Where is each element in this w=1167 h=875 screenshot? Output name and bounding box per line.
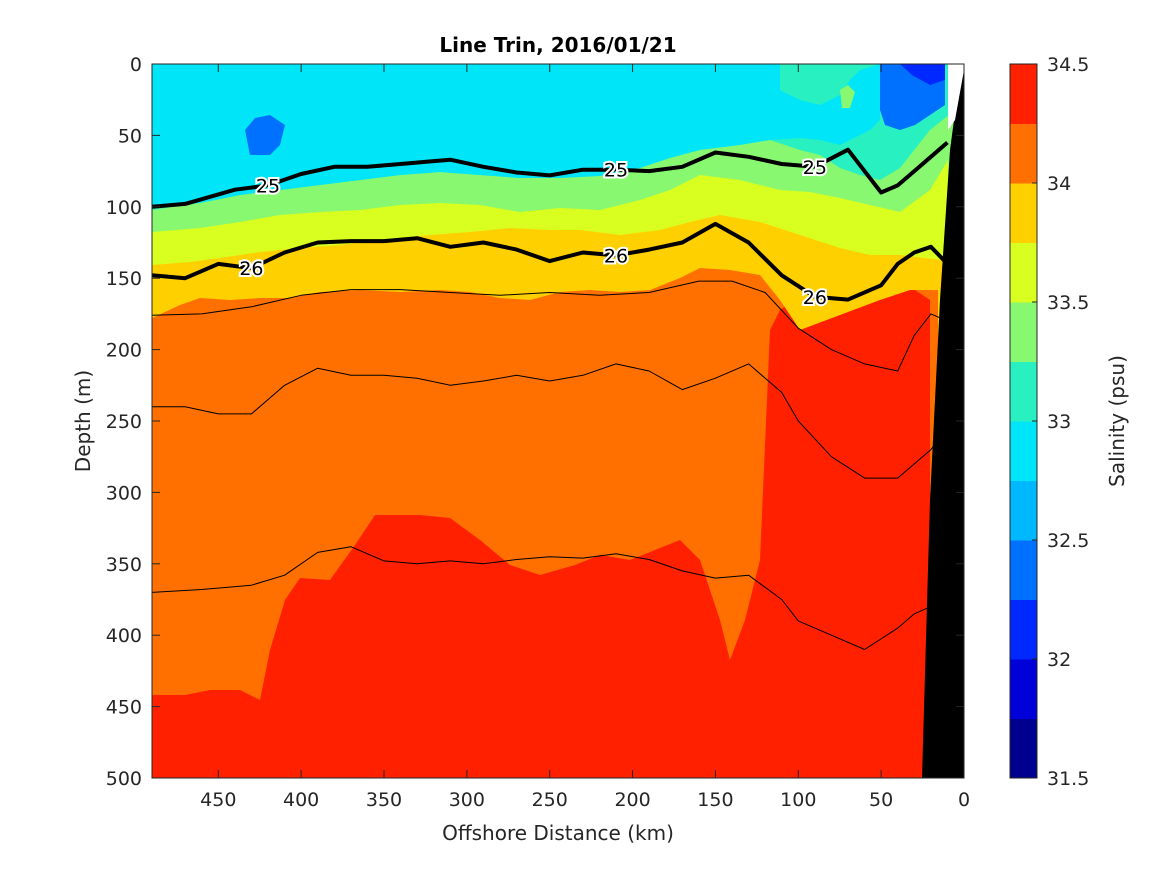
x-tick-label: 100 bbox=[780, 789, 816, 811]
x-tick-label: 350 bbox=[366, 789, 402, 811]
contour-label: 26 bbox=[239, 258, 263, 280]
colorbar: 31.5 32 32.5 33 33.5 34 34.5 bbox=[1009, 54, 1089, 790]
contour-label: 26 bbox=[803, 287, 827, 309]
shelf-white-wedge bbox=[948, 64, 964, 130]
salinity-region-32.5-32.75 bbox=[152, 64, 880, 208]
density-contour-26.75 bbox=[152, 363, 948, 479]
y-axis-label: Depth (m) bbox=[71, 370, 95, 472]
y-tick-label: 400 bbox=[106, 625, 142, 647]
y-tick-label: 150 bbox=[106, 268, 142, 290]
y-tick-label: 500 bbox=[106, 768, 142, 790]
y-tick-label: 0 bbox=[130, 54, 142, 76]
colorbar-swatch bbox=[1010, 718, 1037, 779]
density-contour-25 bbox=[152, 140, 949, 209]
x-tick-label: 50 bbox=[869, 789, 893, 811]
colorbar-swatch bbox=[1010, 64, 1037, 124]
x-tick-label: 200 bbox=[614, 789, 650, 811]
colorbar-swatch bbox=[1010, 302, 1037, 362]
y-tick-label: 350 bbox=[106, 554, 142, 576]
y-axis: 0 50 100 150 200 250 300 350 400 450 500 bbox=[106, 54, 964, 790]
contour-label: 25 bbox=[604, 160, 628, 182]
y-tick-label: 450 bbox=[106, 697, 142, 719]
y-tick-label: 200 bbox=[106, 340, 142, 362]
colorbar-swatch bbox=[1010, 421, 1037, 481]
y-tick-label: 100 bbox=[106, 197, 142, 219]
y-tick-label: 250 bbox=[106, 411, 142, 433]
density-contour-27 bbox=[152, 546, 932, 650]
colorbar-tick-label: 33.5 bbox=[1047, 292, 1089, 314]
x-tick-label: 400 bbox=[283, 789, 319, 811]
colorbar-swatch bbox=[1010, 183, 1037, 243]
colorbar-label: Salinity (psu) bbox=[1105, 355, 1129, 487]
contour-label: 25 bbox=[256, 175, 280, 197]
colorbar-swatch bbox=[1010, 480, 1037, 541]
x-tick-label: 300 bbox=[449, 789, 485, 811]
colorbar-tick-label: 34 bbox=[1047, 173, 1071, 195]
contour-label: 25 bbox=[803, 157, 827, 179]
colorbar-tick-label: 32 bbox=[1047, 649, 1071, 671]
colorbar-swatch bbox=[1010, 540, 1037, 600]
colorbar-tick-label: 34.5 bbox=[1047, 54, 1089, 76]
seafloor-mask bbox=[922, 64, 964, 778]
colorbar-swatch bbox=[1010, 659, 1037, 719]
salinity-region-32-32.25 bbox=[900, 64, 945, 85]
contour-label: 26 bbox=[604, 245, 628, 267]
x-tick-label: 0 bbox=[958, 789, 970, 811]
density-contour-26.5 bbox=[152, 280, 948, 372]
salinity-region-32.25-32.5 bbox=[245, 115, 285, 155]
chart-title: Line Trin, 2016/01/21 bbox=[439, 33, 676, 57]
colorbar-swatch bbox=[1010, 361, 1037, 422]
colorbar-tick-label: 31.5 bbox=[1047, 768, 1089, 790]
density-contours: 25 25 25 26 26 26 bbox=[152, 140, 949, 650]
density-contour-26 bbox=[152, 221, 949, 302]
salinity-region-33-33.25 bbox=[840, 85, 855, 108]
colorbar-swatch bbox=[1010, 242, 1037, 303]
x-axis-label: Offshore Distance (km) bbox=[442, 821, 674, 845]
colorbar-swatch bbox=[1010, 599, 1037, 660]
y-tick-label: 300 bbox=[106, 482, 142, 504]
y-tick-label: 50 bbox=[118, 125, 142, 147]
colorbar-swatch bbox=[1010, 123, 1037, 184]
x-tick-label: 150 bbox=[697, 789, 733, 811]
salinity-field bbox=[152, 64, 964, 778]
colorbar-tick-label: 32.5 bbox=[1047, 530, 1089, 552]
x-tick-label: 250 bbox=[532, 789, 568, 811]
x-tick-label: 450 bbox=[200, 789, 236, 811]
x-axis: 450 400 350 300 250 200 150 100 50 0 bbox=[200, 64, 970, 811]
colorbar-tick-label: 33 bbox=[1047, 411, 1071, 433]
